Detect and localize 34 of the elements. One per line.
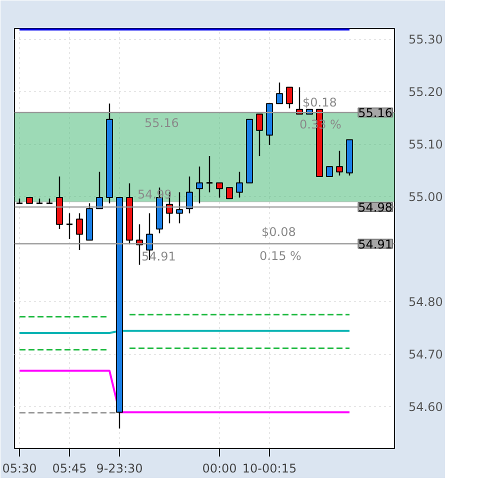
candlestick: [96, 171, 103, 210]
ref-line-label: 55.16: [358, 106, 393, 120]
candlestick: [196, 166, 203, 204]
candlestick: [326, 166, 333, 178]
ref-line-label: 54.98: [358, 200, 393, 214]
candlestick: [256, 113, 263, 157]
y-tick-label: 54.60: [408, 400, 443, 414]
candlestick: [176, 192, 183, 224]
annotation: 55.16: [144, 116, 179, 130]
candlestick: [276, 82, 283, 104]
candlestick: [336, 150, 343, 176]
candlestick: [226, 187, 233, 200]
x-tick-label: 05:30: [2, 462, 37, 476]
annotation: $0.18: [302, 96, 337, 110]
y-tick-label: 55.00: [408, 190, 443, 204]
y-tick-label: 55.20: [408, 85, 443, 99]
annotation: $0.08: [262, 224, 296, 239]
candlestick: [286, 86, 293, 109]
x-tick-label: 9-23:30: [96, 462, 143, 476]
y-tick-label: 55.10: [408, 138, 443, 152]
candlestick: [216, 182, 223, 198]
x-tick-label: 10-00:15: [242, 462, 297, 476]
candlestick: [236, 171, 243, 198]
ref-line-label: 54.91: [358, 237, 393, 252]
y-tick-label: 54.70: [408, 348, 443, 362]
x-tick-label: 05:45: [52, 462, 87, 476]
annotation: 0.15 %: [260, 248, 302, 263]
x-tick-label: 00:00: [202, 462, 237, 476]
candlestick: [66, 212, 74, 240]
candlestick: [186, 176, 193, 214]
y-tick-label: 55.30: [408, 32, 443, 46]
candlestick: [206, 155, 214, 193]
y-tick-label: 54.80: [408, 295, 443, 309]
candlestick: [76, 212, 83, 251]
